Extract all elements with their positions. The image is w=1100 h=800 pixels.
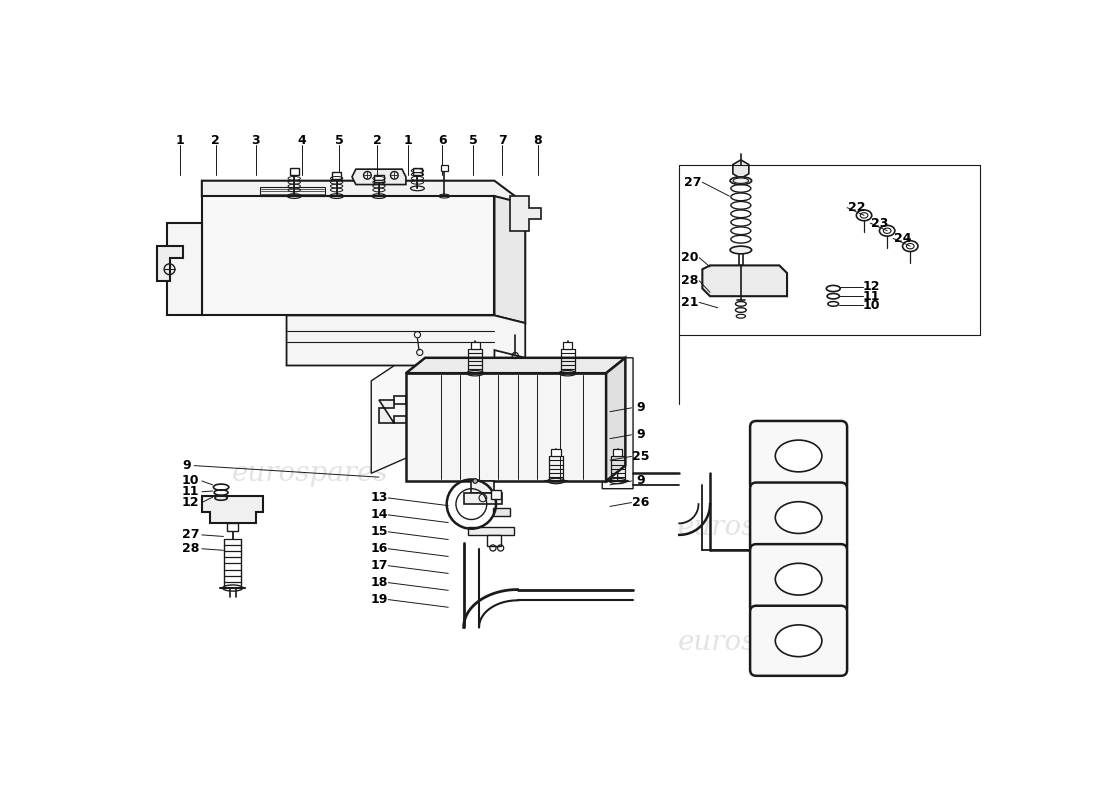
Polygon shape xyxy=(286,315,526,366)
Polygon shape xyxy=(372,358,634,489)
Text: 4: 4 xyxy=(298,134,306,147)
Text: 9: 9 xyxy=(637,402,645,414)
Polygon shape xyxy=(464,493,502,504)
Text: 27: 27 xyxy=(182,529,199,542)
Polygon shape xyxy=(202,496,264,523)
Ellipse shape xyxy=(776,502,822,534)
Text: 22: 22 xyxy=(848,201,865,214)
Polygon shape xyxy=(406,358,625,373)
Text: 14: 14 xyxy=(371,508,387,522)
Bar xyxy=(551,450,561,456)
Text: eurospares: eurospares xyxy=(231,290,388,318)
Text: 2: 2 xyxy=(211,134,220,147)
Text: 9: 9 xyxy=(183,459,190,472)
Polygon shape xyxy=(703,266,788,296)
Text: eurospares: eurospares xyxy=(470,414,627,441)
Text: 9: 9 xyxy=(637,474,645,487)
Text: 26: 26 xyxy=(632,496,649,509)
Text: 21: 21 xyxy=(681,296,698,309)
Text: eurospares: eurospares xyxy=(231,460,388,486)
FancyBboxPatch shape xyxy=(750,606,847,676)
Text: 25: 25 xyxy=(632,450,649,463)
Polygon shape xyxy=(493,508,510,516)
Bar xyxy=(289,168,299,174)
Polygon shape xyxy=(352,169,406,185)
Text: 5: 5 xyxy=(469,134,477,147)
Text: 1: 1 xyxy=(404,134,412,147)
Polygon shape xyxy=(378,400,406,423)
Text: 16: 16 xyxy=(371,542,387,555)
Polygon shape xyxy=(495,196,526,323)
Text: 1: 1 xyxy=(176,134,185,147)
Polygon shape xyxy=(202,181,526,219)
Polygon shape xyxy=(510,196,541,230)
Bar xyxy=(613,450,623,456)
Text: 24: 24 xyxy=(894,232,911,245)
Polygon shape xyxy=(606,358,625,481)
Ellipse shape xyxy=(776,625,822,657)
Ellipse shape xyxy=(776,563,822,595)
FancyBboxPatch shape xyxy=(750,421,847,491)
Text: eurospares: eurospares xyxy=(678,629,835,656)
Text: 23: 23 xyxy=(871,217,888,230)
Ellipse shape xyxy=(730,177,751,185)
Polygon shape xyxy=(828,491,838,502)
Bar xyxy=(440,166,449,171)
Polygon shape xyxy=(202,196,495,315)
Bar xyxy=(486,535,500,546)
Bar xyxy=(412,168,422,174)
Text: 8: 8 xyxy=(534,134,542,147)
Circle shape xyxy=(473,478,477,483)
Text: 6: 6 xyxy=(438,134,447,147)
Bar xyxy=(563,342,572,349)
Polygon shape xyxy=(406,373,606,481)
Text: 11: 11 xyxy=(182,486,199,498)
Text: 17: 17 xyxy=(371,559,387,572)
Text: 12: 12 xyxy=(182,496,199,509)
FancyBboxPatch shape xyxy=(750,544,847,614)
Text: 13: 13 xyxy=(371,491,387,505)
Bar xyxy=(471,342,480,349)
Bar xyxy=(374,175,384,182)
Text: 12: 12 xyxy=(864,281,880,294)
Text: 18: 18 xyxy=(371,576,387,589)
Ellipse shape xyxy=(776,440,822,472)
Polygon shape xyxy=(157,246,183,281)
Bar xyxy=(491,490,502,499)
Polygon shape xyxy=(733,160,749,178)
Text: 28: 28 xyxy=(182,542,199,555)
Text: 7: 7 xyxy=(498,134,506,147)
Text: 20: 20 xyxy=(681,251,698,264)
Text: 28: 28 xyxy=(681,274,698,287)
Ellipse shape xyxy=(730,246,751,254)
Polygon shape xyxy=(167,223,202,315)
Text: 11: 11 xyxy=(864,290,880,302)
Text: 27: 27 xyxy=(684,176,702,189)
Text: 9: 9 xyxy=(637,428,645,442)
Text: 19: 19 xyxy=(371,593,387,606)
Text: 15: 15 xyxy=(371,526,387,538)
Polygon shape xyxy=(468,527,514,535)
Text: 10: 10 xyxy=(864,299,880,312)
Text: 2: 2 xyxy=(373,134,382,147)
Polygon shape xyxy=(472,481,495,493)
FancyBboxPatch shape xyxy=(750,482,847,553)
Bar xyxy=(332,172,341,179)
Bar xyxy=(228,523,238,531)
Text: 10: 10 xyxy=(182,474,199,487)
Text: 3: 3 xyxy=(252,134,260,147)
Text: 5: 5 xyxy=(334,134,343,147)
Text: eurospares: eurospares xyxy=(678,514,835,541)
